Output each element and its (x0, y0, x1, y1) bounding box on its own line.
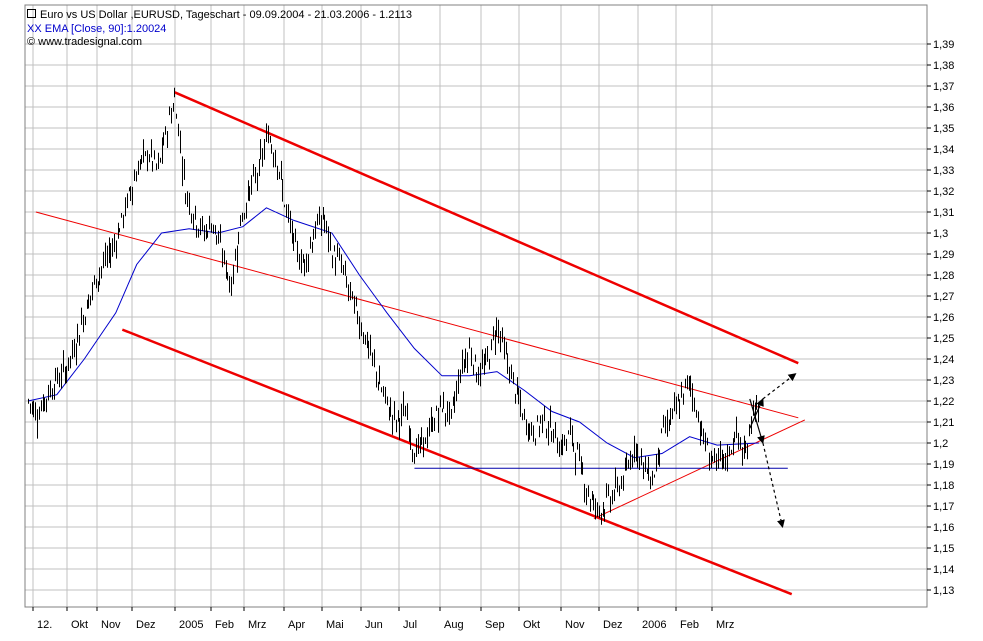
y-tick-label: 1,36 (933, 102, 954, 114)
scenario-down-arrow (749, 398, 765, 444)
plot-frame (24, 4, 928, 608)
y-tick-label: 1,17 (933, 501, 954, 513)
x-tick-label: Sep (485, 619, 505, 631)
grid-lines (25, 5, 927, 607)
y-tick-label: 1,27 (933, 291, 954, 303)
x-tick-label: Nov (565, 619, 585, 631)
x-axis: 12. Okt Nov Dez 2005 Feb Mrz Apr Mai Jun Jul Aug Sep… (32, 607, 734, 631)
y-tick-label: 1,32 (933, 186, 954, 198)
y-tick-label: 1,33 (933, 165, 954, 177)
x-tick-label: Mrz (716, 619, 734, 631)
y-tick-label: 1,25 (933, 333, 954, 345)
y-tick-label: 1,14 (933, 564, 954, 576)
y-tick-label: 1,15 (933, 543, 954, 555)
ema-line (27, 207, 760, 459)
scenario-up-arrow (749, 397, 764, 429)
x-tick-label: Apr (288, 619, 305, 631)
x-tick-label: Nov (101, 619, 121, 631)
y-tick-label: 1,38 (933, 60, 954, 72)
channel-lower-line (121, 328, 793, 596)
x-tick-label: Mai (326, 619, 344, 631)
y-tick-label: 1,29 (933, 249, 954, 261)
y-tick-label: 1,37 (933, 81, 954, 93)
y-tick-label: 1,3 (933, 228, 948, 240)
channel-upper-line (174, 91, 799, 365)
y-tick-label: 1,16 (933, 522, 954, 534)
y-tick-label: 1,19 (933, 459, 954, 471)
price-bars (28, 87, 759, 525)
title-icon (27, 9, 36, 18)
y-tick-label: 1,35 (933, 123, 954, 135)
scenario-down-ext-arrow (762, 442, 785, 528)
x-tick-label: Jul (403, 619, 417, 631)
scenario-up-ext-arrow (762, 373, 797, 400)
source-credit: © www.tradesignal.com (27, 36, 143, 48)
rising-support-line (593, 419, 806, 520)
x-tick-label: Dez (136, 619, 156, 631)
y-tick-label: 1,21 (933, 417, 954, 429)
y-tick-label: 1,18 (933, 480, 954, 492)
x-tick-label: 2006 (642, 619, 666, 631)
scenario-arrows (749, 373, 797, 528)
y-axis: 1,39 1,38 1,37 1,36 1,35 1,34 1,33 1,32 1,31 1,3 1… (927, 39, 954, 597)
x-tick-label: Mrz (248, 619, 266, 631)
ema-legend: XX EMA [Close, 90]:1.20024 (27, 23, 167, 35)
x-tick-label: Aug (444, 619, 464, 631)
y-tick-label: 1,2 (933, 438, 948, 450)
y-tick-label: 1,22 (933, 396, 954, 408)
x-tick-label: 2005 (179, 619, 203, 631)
x-tick-label: Feb (215, 619, 234, 631)
y-tick-label: 1,28 (933, 270, 954, 282)
y-tick-label: 1,34 (933, 144, 954, 156)
x-tick-label: Okt (523, 619, 540, 631)
y-tick-label: 1,31 (933, 207, 954, 219)
y-tick-label: 1,23 (933, 375, 954, 387)
channel-middle-line (35, 211, 799, 419)
x-tick-label: Okt (71, 619, 88, 631)
y-tick-label: 1,26 (933, 312, 954, 324)
y-tick-label: 1,39 (933, 39, 954, 51)
x-tick-label: Jun (365, 619, 383, 631)
y-tick-label: 1,24 (933, 354, 954, 366)
x-tick-label: Dez (603, 619, 623, 631)
y-tick-label: 1,13 (933, 585, 954, 597)
x-tick-label: 12. (37, 619, 52, 631)
x-tick-label: Feb (680, 619, 699, 631)
trend-lines (35, 91, 806, 596)
chart-title: Euro vs US Dollar ,EURUSD, Tageschart - … (27, 9, 412, 22)
chart-title-text: Euro vs US Dollar ,EURUSD, Tageschart - … (40, 9, 412, 21)
